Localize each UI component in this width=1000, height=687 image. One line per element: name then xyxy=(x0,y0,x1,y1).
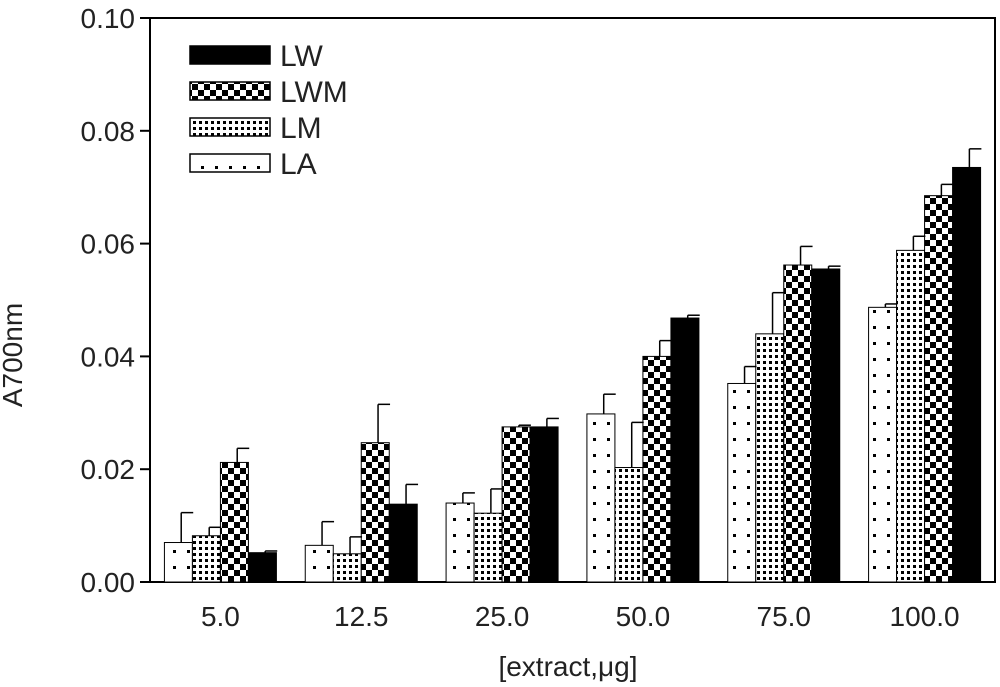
bar-la xyxy=(868,306,898,583)
bar-la xyxy=(586,413,616,583)
bar-lwm xyxy=(219,461,249,583)
bar-lm xyxy=(191,535,221,583)
bar-lwm xyxy=(642,355,672,583)
bar-la xyxy=(163,542,193,583)
bar-lw xyxy=(247,552,277,583)
y-axis-title: A700nm xyxy=(0,303,28,407)
x-tick-label: 25.0 xyxy=(475,601,530,632)
bar-lw xyxy=(388,503,418,583)
y-tick-label: 0.00 xyxy=(81,567,136,598)
legend-swatch-lm xyxy=(189,117,271,137)
bar-la xyxy=(727,382,757,583)
legend-label-lw: LW xyxy=(280,40,323,73)
bar-lw xyxy=(670,317,700,583)
legend-swatch-la xyxy=(189,153,271,173)
legend-label-lm: LM xyxy=(280,112,322,145)
bar-lw xyxy=(952,166,982,583)
bar-lm xyxy=(473,512,503,583)
x-tick-label: 12.5 xyxy=(334,601,389,632)
x-tick-label: 75.0 xyxy=(757,601,812,632)
legend-swatch-lwm xyxy=(189,81,271,101)
bar-la xyxy=(304,544,334,583)
x-tick-label: 5.0 xyxy=(201,601,240,632)
y-tick-label: 0.08 xyxy=(81,116,136,147)
legend-label-lwm: LWM xyxy=(280,76,348,109)
bar-la xyxy=(445,502,475,583)
bar-lm xyxy=(896,249,926,583)
bar-lwm xyxy=(360,442,390,583)
bar-lm xyxy=(332,553,362,583)
bar-lw xyxy=(811,268,841,583)
y-tick-label: 0.06 xyxy=(81,229,136,260)
error-bars-group xyxy=(180,148,982,554)
x-axis-title: [extract,μg] xyxy=(498,651,637,682)
y-tick-label: 0.02 xyxy=(81,454,136,485)
y-tick-label: 0.04 xyxy=(81,341,136,372)
bar-lm xyxy=(755,333,785,583)
legend-swatch-lw xyxy=(189,45,271,65)
bar-lwm xyxy=(924,195,954,583)
y-axis-ticks: 0.00 0.02 0.04 0.06 0.08 0.10 xyxy=(81,3,150,598)
y-tick-label: 0.10 xyxy=(81,3,136,34)
plot-area xyxy=(149,17,996,583)
x-tick-label: 50.0 xyxy=(616,601,671,632)
bar-lw xyxy=(529,426,559,583)
bar-lm xyxy=(614,467,644,583)
x-axis-ticks: 5.0 12.5 25.0 50.0 75.0 100.0 xyxy=(201,601,960,632)
x-tick-label: 100.0 xyxy=(890,601,960,632)
legend-label-la: LA xyxy=(280,148,317,181)
bar-lwm xyxy=(783,264,813,583)
plot-frame xyxy=(149,17,996,583)
bars-group xyxy=(163,166,982,583)
bar-lwm xyxy=(501,426,531,583)
